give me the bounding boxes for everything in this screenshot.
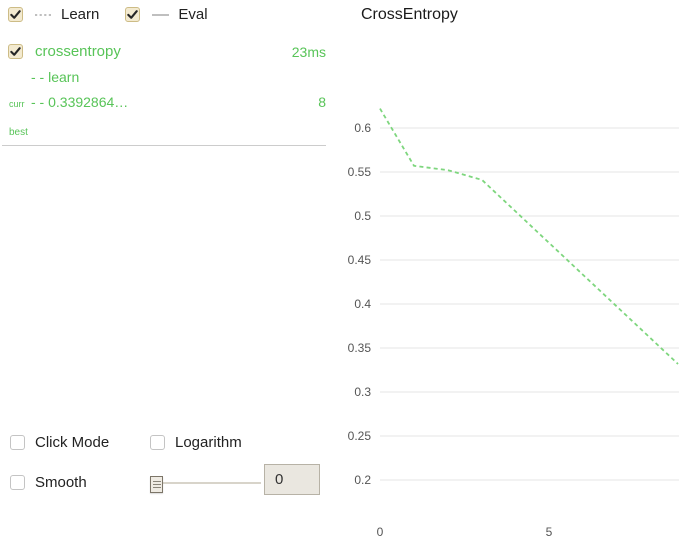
svg-text:0.2: 0.2: [354, 473, 371, 487]
svg-text:5: 5: [546, 525, 553, 539]
svg-text:0.5: 0.5: [354, 209, 371, 223]
svg-text:0.55: 0.55: [348, 165, 372, 179]
svg-text:0.25: 0.25: [348, 429, 372, 443]
svg-text:0.4: 0.4: [354, 297, 371, 311]
svg-text:0.3: 0.3: [354, 385, 371, 399]
svg-text:0.45: 0.45: [348, 253, 372, 267]
svg-text:0.6: 0.6: [354, 121, 371, 135]
svg-text:0.35: 0.35: [348, 341, 372, 355]
svg-text:0: 0: [377, 525, 384, 539]
